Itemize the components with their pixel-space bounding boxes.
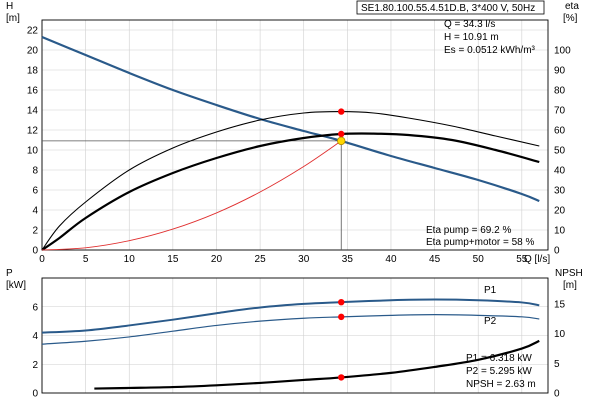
top-y-right-tick: 0: [554, 246, 560, 257]
top-y-left-tick: 4: [32, 206, 38, 217]
power-marker: [338, 374, 345, 381]
x-axis-label: Q [l/s]: [524, 254, 550, 265]
npsh-curve: [94, 339, 540, 390]
top-y-right-tick: 60: [554, 126, 566, 137]
x-tick-label: 0: [39, 254, 45, 265]
p2-curve: [41, 314, 540, 345]
top-y-right-tick: 50: [554, 146, 566, 157]
top-y-right-unit: [%]: [563, 13, 578, 24]
top-frame: [41, 19, 549, 251]
top-y-left-tick: 10: [27, 146, 39, 157]
top-y-left-tick: 14: [27, 106, 39, 117]
bottom-y-right-tick: 5: [554, 359, 560, 370]
bottom-y-left-tick: 0: [32, 389, 38, 400]
p1-readout: P1 = 6.318 kW: [466, 353, 532, 364]
top-y-right-tick: 100: [554, 46, 571, 57]
x-tick-label: 5: [83, 254, 89, 265]
bottom-y-right-tick: 10: [554, 329, 566, 340]
top-y-left-tick: 20: [27, 46, 39, 57]
top-y-left-tick: 2: [32, 226, 38, 237]
bottom-series-layer: [41, 298, 540, 390]
bottom-chart-grid: 0 2 4 6 0 5 10 15: [32, 277, 566, 400]
eta-pump-readout: Eta pump = 69.2 %: [426, 225, 511, 236]
top-y-right-label: eta: [565, 1, 579, 12]
top-y-left-unit: [m]: [6, 13, 20, 24]
p1-curve: [41, 298, 540, 334]
bottom-y-right-tick: 0: [554, 389, 560, 400]
top-y-left-tick: 6: [32, 186, 38, 197]
bottom-y-left-label: P: [6, 268, 13, 279]
top-y-left-tick: 12: [27, 126, 39, 137]
chart-title: SE1.80.100.55.4.51D.B, 3*400 V, 50Hz: [361, 3, 535, 14]
bottom-y-right-label: NPSH: [555, 268, 583, 279]
top-y-left-tick: 8: [32, 166, 38, 177]
duty-q: Q = 34.3 l/s: [444, 19, 495, 30]
bottom-y-left-tick: 2: [32, 360, 38, 371]
bottom-y-left-tick: 4: [32, 331, 38, 342]
top-series-layer: [41, 35, 540, 251]
top-y-left-tick: 16: [27, 86, 39, 97]
x-tick-label: 15: [167, 254, 179, 265]
eta-marker: [338, 108, 345, 115]
x-tick-label: 55: [516, 254, 528, 265]
top-y-left-label: H: [6, 1, 13, 12]
p2-curve-label: P2: [484, 316, 497, 327]
p2-readout: P2 = 5.295 kW: [466, 366, 532, 377]
npsh-readout: NPSH = 2.63 m: [466, 379, 536, 390]
x-tick-label: 10: [124, 254, 136, 265]
head-curve: [41, 35, 540, 203]
x-tick-label: 35: [342, 254, 354, 265]
eta-pump-motor-readout: Eta pump+motor = 58 %: [426, 237, 535, 248]
bottom-y-left-tick: 6: [32, 302, 38, 313]
top-y-right-tick: 40: [554, 166, 566, 177]
bottom-frame: [41, 277, 549, 394]
top-y-left-tick: 0: [32, 246, 38, 257]
duty-h: H = 10.91 m: [444, 32, 499, 43]
x-tick-label: 40: [385, 254, 397, 265]
bottom-y-right-tick: 15: [554, 300, 566, 311]
bottom-y-left-unit: [kW]: [6, 280, 26, 291]
system-curve: [41, 140, 342, 251]
top-y-right-tick: 90: [554, 66, 566, 77]
eta-pump-curve: [41, 111, 540, 251]
power-marker: [338, 298, 345, 306]
power-marker: [338, 313, 345, 321]
top-y-right-tick: 30: [554, 186, 566, 197]
x-tick-label: 25: [255, 254, 267, 265]
bottom-y-right-unit: [m]: [563, 280, 577, 291]
eta-pump-motor-curve: [41, 132, 540, 251]
x-tick-label: 50: [473, 254, 485, 265]
top-y-left-tick: 22: [27, 26, 39, 37]
duty-markers: [337, 108, 346, 381]
top-y-right-tick: 10: [554, 226, 566, 237]
duty-es: Es = 0.0512 kWh/m³: [444, 45, 536, 56]
eta-marker: [338, 130, 345, 138]
title-box: [356, 0, 545, 15]
top-y-right-tick: 20: [554, 206, 566, 217]
duty-point-marker: [337, 136, 346, 146]
top-y-right-tick: 80: [554, 86, 566, 97]
x-tick-label: 20: [211, 254, 223, 265]
top-y-right-tick: 70: [554, 106, 566, 117]
x-tick-label: 45: [429, 254, 441, 265]
top-y-left-tick: 18: [27, 66, 39, 77]
p1-curve-label: P1: [484, 285, 497, 296]
x-tick-label: 30: [298, 254, 310, 265]
